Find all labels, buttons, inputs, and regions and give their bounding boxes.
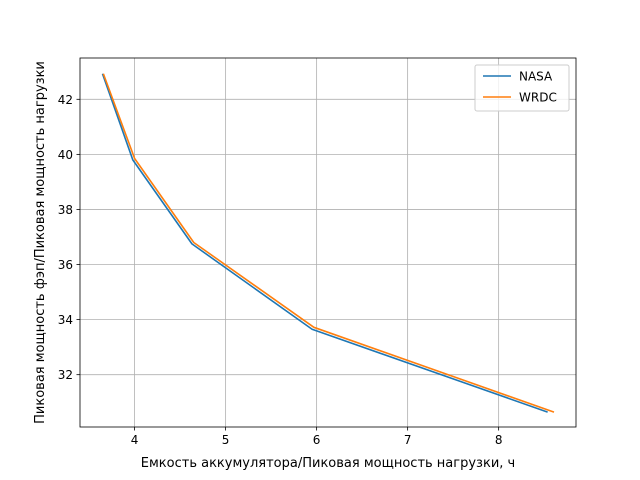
x-tick-label: 4 bbox=[131, 433, 139, 447]
series-lines bbox=[101, 73, 555, 413]
grid bbox=[80, 58, 576, 427]
x-axis-ticks: 4 5 6 7 8 bbox=[131, 427, 503, 447]
y-tick-label: 36 bbox=[58, 258, 73, 272]
y-tick-label: 38 bbox=[58, 203, 73, 217]
legend-label-wrdc: WRDC bbox=[519, 91, 557, 105]
x-tick-label: 8 bbox=[495, 433, 503, 447]
y-tick-label: 34 bbox=[58, 313, 73, 327]
y-tick-label: 40 bbox=[58, 148, 73, 162]
x-axis-label: Емкость аккумулятора/Пиковая мощность на… bbox=[141, 456, 515, 471]
legend-label-nasa: NASA bbox=[519, 70, 553, 84]
x-tick-label: 5 bbox=[222, 433, 230, 447]
legend: NASA WRDC bbox=[474, 64, 570, 112]
x-tick-label: 7 bbox=[404, 433, 412, 447]
x-tick-label: 6 bbox=[313, 433, 321, 447]
y-tick-label: 42 bbox=[58, 93, 73, 107]
y-axis-label: Пиковая мощность фэп/Пиковая мощность на… bbox=[33, 61, 48, 424]
plot-area-frame bbox=[79, 57, 577, 428]
series-line-wrdc bbox=[102, 73, 555, 413]
series-line-nasa bbox=[101, 73, 548, 413]
y-axis-ticks: 32 34 36 38 40 42 bbox=[58, 93, 80, 382]
y-tick-label: 32 bbox=[58, 368, 73, 382]
